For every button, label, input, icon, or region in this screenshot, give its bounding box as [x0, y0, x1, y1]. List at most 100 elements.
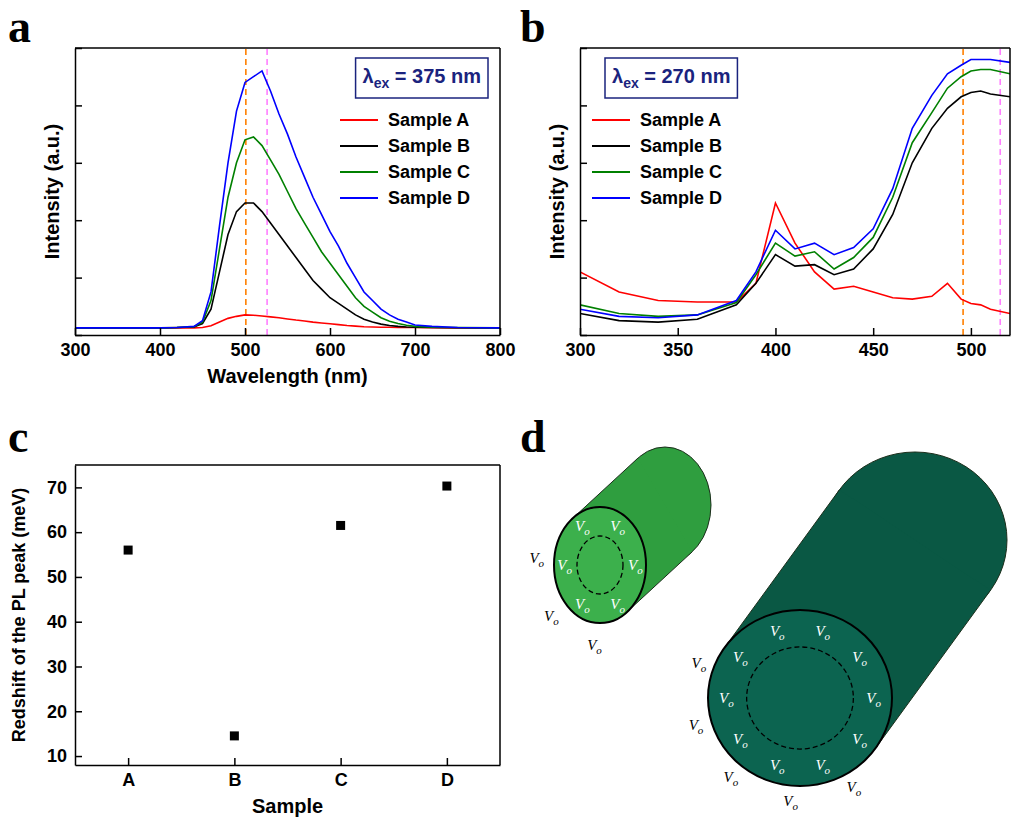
- tick: [75, 278, 82, 279]
- vacancy-label: Vo: [692, 655, 707, 674]
- point: [442, 482, 451, 491]
- frame-top: [75, 47, 500, 49]
- legend-label: Sample D: [640, 188, 722, 208]
- tick-mark: [75, 621, 82, 623]
- vacancy-subscript: o: [875, 697, 881, 709]
- tick-mark: [330, 328, 332, 335]
- tick-mark: [75, 163, 82, 165]
- tick: 20: [47, 702, 82, 722]
- vacancy-subscript: o: [856, 786, 862, 798]
- frame-right: [499, 48, 501, 335]
- x-axis-title: Wavelength (nm): [207, 365, 367, 387]
- legend-swatch: [340, 171, 378, 173]
- tick-mark: [75, 711, 82, 713]
- tick-mark: [340, 758, 342, 765]
- legend: Sample ASample BSample CSample D: [592, 110, 722, 208]
- tick: 50: [47, 567, 82, 587]
- panel-letter: c: [8, 411, 28, 462]
- panel-b: 300350400450500Intensity (a.u.)λex = 270…: [546, 48, 1011, 360]
- vacancy-subscript: o: [742, 656, 748, 668]
- panel-a: 300400500600700800Wavelength (nm)Intensi…: [41, 48, 516, 387]
- tick-label: C: [335, 770, 348, 790]
- reference-line: [266, 48, 268, 335]
- panel-c: ABCD10203040506070SampleRedshift of the …: [9, 465, 501, 817]
- series-line: [580, 70, 1010, 317]
- vacancy-label: Vo: [770, 623, 785, 642]
- axis-line: [580, 49, 582, 336]
- tick-label: D: [441, 770, 454, 790]
- tick: 400: [761, 328, 791, 360]
- tick-label: 50: [47, 567, 67, 587]
- vacancy-subscript: o: [584, 525, 590, 537]
- tick: 70: [47, 478, 82, 498]
- tick: 400: [145, 328, 175, 360]
- vacancy-label: Vo: [723, 769, 738, 788]
- vacancy-label: Vo: [815, 757, 830, 776]
- y-axis: 10 20 30 40 50 60 70: [47, 466, 82, 767]
- point: [230, 731, 239, 740]
- legend-label: Sample C: [640, 162, 722, 182]
- tick-label: 300: [60, 340, 90, 360]
- annotation-symbol: λ: [363, 65, 374, 87]
- tick-mark: [447, 758, 449, 765]
- tick-label: 500: [956, 340, 986, 360]
- vacancy-label: Vo: [544, 608, 559, 627]
- tick: 500: [956, 328, 986, 360]
- tick: 500: [230, 328, 260, 360]
- reference-line: [999, 48, 1001, 335]
- vacancy-label: Vo: [610, 596, 625, 615]
- vacancy-subscript: o: [779, 764, 785, 776]
- vacancy-label: Vo: [689, 717, 704, 736]
- annotation-text: λex = 375 nm: [363, 65, 481, 91]
- legend-swatch: [592, 171, 630, 173]
- panel-letter: a: [8, 1, 31, 52]
- cylinder-face: [554, 507, 646, 623]
- tick: 350: [663, 328, 693, 360]
- frame-right: [1009, 48, 1011, 335]
- tick-mark: [580, 163, 587, 165]
- tick: 10: [47, 746, 82, 766]
- vacancy-label: Vo: [733, 649, 748, 668]
- tick-label: 30: [47, 657, 67, 677]
- series-line: [75, 203, 500, 328]
- tick-label: 40: [47, 612, 67, 632]
- tick: [580, 335, 587, 336]
- vacancy-subscript: o: [620, 525, 626, 537]
- tick-mark: [160, 328, 162, 335]
- annotation: λex = 375 nm: [356, 58, 488, 98]
- legend-label: Sample C: [388, 162, 470, 182]
- tick: [75, 335, 82, 336]
- frame-top: [580, 47, 1010, 49]
- tick-mark: [580, 277, 587, 279]
- tick-label: 400: [761, 340, 791, 360]
- vacancy-label: Vo: [846, 779, 861, 798]
- vacancy-subscript: o: [553, 615, 559, 627]
- figure: 300400500600700800Wavelength (nm)Intensi…: [0, 0, 1022, 825]
- tick: 700: [400, 328, 430, 360]
- vacancy-subscript: o: [733, 776, 739, 788]
- depletion-boundary: [577, 536, 623, 594]
- vacancy-subscript: o: [620, 603, 626, 615]
- y-axis: [75, 49, 82, 336]
- axis-line: [581, 335, 1011, 337]
- series-line: [75, 71, 500, 328]
- point: [124, 546, 133, 555]
- tick-mark: [234, 758, 236, 765]
- axis-line: [75, 49, 77, 336]
- tick-label: 400: [145, 340, 175, 360]
- tick: 60: [47, 522, 82, 542]
- legend-swatch: [592, 145, 630, 147]
- y-axis-title: Intensity (a.u.): [41, 124, 63, 260]
- cylinder-edge: [876, 590, 991, 748]
- tick-mark: [775, 328, 777, 335]
- series-line: [75, 137, 500, 328]
- tick-label: 500: [230, 340, 260, 360]
- tick-mark: [75, 666, 82, 668]
- legend-swatch: [340, 145, 378, 147]
- tick-mark: [75, 220, 82, 222]
- vacancy-subscript: o: [792, 800, 798, 812]
- tick: C: [335, 758, 348, 790]
- tick-mark: [677, 328, 679, 335]
- tick: 450: [859, 328, 889, 360]
- vacancy-subscript: o: [701, 662, 707, 674]
